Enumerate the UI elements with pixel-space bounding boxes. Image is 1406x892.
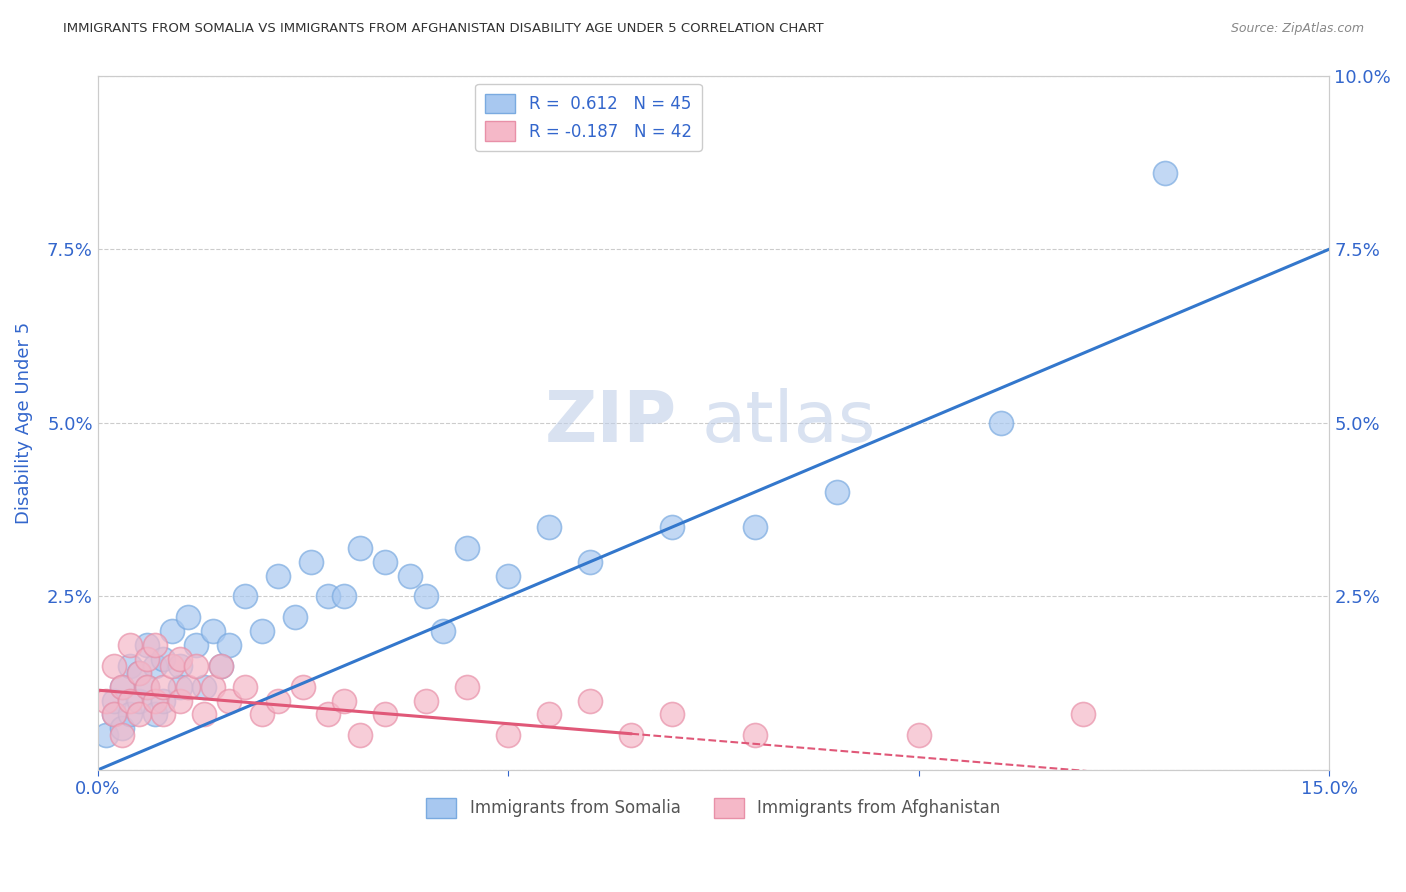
Point xyxy=(316,707,339,722)
Point xyxy=(267,568,290,582)
Point xyxy=(111,680,134,694)
Point xyxy=(825,485,848,500)
Point xyxy=(218,693,240,707)
Point xyxy=(135,680,157,694)
Point xyxy=(661,707,683,722)
Point xyxy=(209,658,232,673)
Point xyxy=(135,680,157,694)
Point xyxy=(209,658,232,673)
Point xyxy=(152,707,174,722)
Point xyxy=(1071,707,1094,722)
Text: IMMIGRANTS FROM SOMALIA VS IMMIGRANTS FROM AFGHANISTAN DISABILITY AGE UNDER 5 CO: IMMIGRANTS FROM SOMALIA VS IMMIGRANTS FR… xyxy=(63,22,824,36)
Point xyxy=(620,728,643,742)
Point xyxy=(103,658,125,673)
Point xyxy=(143,707,166,722)
Point xyxy=(579,693,602,707)
Point xyxy=(152,652,174,666)
Point xyxy=(143,658,166,673)
Point xyxy=(186,658,208,673)
Point xyxy=(1154,166,1177,180)
Point xyxy=(177,680,200,694)
Point xyxy=(538,520,561,534)
Point xyxy=(432,624,454,639)
Point xyxy=(201,624,224,639)
Point xyxy=(990,416,1012,430)
Point xyxy=(907,728,929,742)
Point xyxy=(169,658,191,673)
Point xyxy=(374,707,396,722)
Point xyxy=(135,652,157,666)
Point xyxy=(398,568,420,582)
Point xyxy=(744,520,766,534)
Point xyxy=(143,638,166,652)
Point xyxy=(267,693,290,707)
Y-axis label: Disability Age Under 5: Disability Age Under 5 xyxy=(15,322,32,524)
Text: atlas: atlas xyxy=(702,388,876,458)
Point xyxy=(120,638,142,652)
Point xyxy=(143,693,166,707)
Point xyxy=(496,568,519,582)
Point xyxy=(169,693,191,707)
Point xyxy=(415,693,437,707)
Point xyxy=(103,693,125,707)
Point xyxy=(235,680,257,694)
Point xyxy=(235,590,257,604)
Legend: Immigrants from Somalia, Immigrants from Afghanistan: Immigrants from Somalia, Immigrants from… xyxy=(420,791,1007,824)
Point xyxy=(374,555,396,569)
Point xyxy=(201,680,224,694)
Point xyxy=(456,541,478,555)
Point xyxy=(128,665,150,680)
Point xyxy=(152,680,174,694)
Point xyxy=(661,520,683,534)
Point xyxy=(169,680,191,694)
Point xyxy=(349,728,371,742)
Point xyxy=(103,707,125,722)
Point xyxy=(456,680,478,694)
Point xyxy=(128,707,150,722)
Point xyxy=(333,693,356,707)
Point xyxy=(120,707,142,722)
Point xyxy=(579,555,602,569)
Point xyxy=(193,680,215,694)
Point xyxy=(94,693,117,707)
Point xyxy=(250,707,273,722)
Point xyxy=(120,693,142,707)
Text: ZIP: ZIP xyxy=(544,388,676,458)
Point xyxy=(128,693,150,707)
Point xyxy=(111,722,134,736)
Point xyxy=(496,728,519,742)
Point xyxy=(250,624,273,639)
Point xyxy=(128,665,150,680)
Point xyxy=(120,658,142,673)
Point xyxy=(299,555,322,569)
Point xyxy=(744,728,766,742)
Point xyxy=(94,728,117,742)
Point xyxy=(316,590,339,604)
Point xyxy=(160,624,183,639)
Point xyxy=(284,610,307,624)
Point xyxy=(177,610,200,624)
Point xyxy=(538,707,561,722)
Point xyxy=(160,658,183,673)
Point xyxy=(415,590,437,604)
Point xyxy=(152,693,174,707)
Point xyxy=(333,590,356,604)
Point xyxy=(291,680,314,694)
Text: Source: ZipAtlas.com: Source: ZipAtlas.com xyxy=(1230,22,1364,36)
Point xyxy=(111,680,134,694)
Point xyxy=(193,707,215,722)
Point xyxy=(186,638,208,652)
Point xyxy=(218,638,240,652)
Point xyxy=(111,728,134,742)
Point xyxy=(169,652,191,666)
Point xyxy=(135,638,157,652)
Point xyxy=(103,707,125,722)
Point xyxy=(349,541,371,555)
